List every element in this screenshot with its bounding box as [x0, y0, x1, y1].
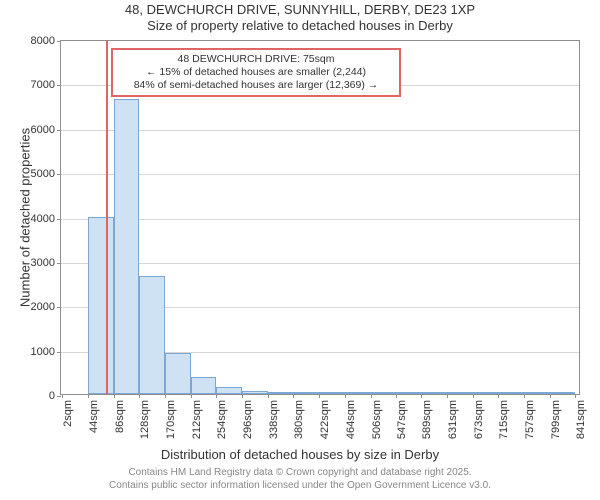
- x-tick-label: 506sqm: [371, 400, 383, 439]
- x-tick-mark: [139, 394, 140, 398]
- x-tick-label: 170sqm: [165, 400, 177, 439]
- x-axis-title: Distribution of detached houses by size …: [0, 447, 600, 462]
- histogram-bar: [345, 392, 371, 394]
- histogram-bar: [165, 353, 191, 394]
- annotation-line3: 84% of semi-detached houses are larger (…: [117, 79, 395, 92]
- footer-line1: Contains HM Land Registry data © Crown c…: [0, 467, 600, 480]
- x-tick-label: 212sqm: [191, 400, 203, 439]
- x-tick-mark: [293, 394, 294, 398]
- plot-area: 0100020003000400050006000700080002sqm44s…: [60, 40, 580, 395]
- x-tick-label: 380sqm: [293, 400, 305, 439]
- x-tick-label: 547sqm: [396, 400, 408, 439]
- y-tick-label: 2000: [31, 301, 55, 313]
- x-tick-label: 464sqm: [345, 400, 357, 439]
- y-tick-mark: [57, 307, 61, 308]
- x-tick-label: 841sqm: [575, 400, 587, 439]
- histogram-bar: [293, 392, 319, 394]
- x-tick-mark: [550, 394, 551, 398]
- histogram-bar: [421, 392, 447, 394]
- histogram-bar: [114, 99, 140, 394]
- histogram-bar: [524, 392, 550, 394]
- histogram-bar: [396, 392, 422, 394]
- x-tick-label: 631sqm: [447, 400, 459, 439]
- y-tick-mark: [57, 352, 61, 353]
- histogram-bar: [191, 377, 217, 394]
- x-tick-mark: [88, 394, 89, 398]
- x-tick-mark: [191, 394, 192, 398]
- histogram-bar: [88, 217, 114, 395]
- annotation-line1: 48 DEWCHURCH DRIVE: 75sqm: [117, 53, 395, 66]
- x-tick-label: 86sqm: [114, 400, 126, 433]
- x-tick-label: 44sqm: [88, 400, 100, 433]
- x-tick-mark: [268, 394, 269, 398]
- y-tick-mark: [57, 41, 61, 42]
- chart-title-line2: Size of property relative to detached ho…: [0, 18, 600, 33]
- x-tick-mark: [498, 394, 499, 398]
- x-tick-label: 422sqm: [319, 400, 331, 439]
- y-tick-label: 0: [49, 390, 55, 402]
- y-tick-label: 7000: [31, 79, 55, 91]
- x-tick-label: 254sqm: [216, 400, 228, 439]
- y-tick-label: 3000: [31, 257, 55, 269]
- y-tick-label: 8000: [31, 35, 55, 47]
- x-tick-mark: [421, 394, 422, 398]
- x-tick-mark: [114, 394, 115, 398]
- x-tick-label: 799sqm: [550, 400, 562, 439]
- annotation-box: 48 DEWCHURCH DRIVE: 75sqm← 15% of detach…: [111, 48, 401, 97]
- y-tick-mark: [57, 174, 61, 175]
- x-tick-mark: [396, 394, 397, 398]
- x-tick-mark: [524, 394, 525, 398]
- x-tick-mark: [371, 394, 372, 398]
- y-tick-label: 5000: [31, 168, 55, 180]
- chart-footer: Contains HM Land Registry data © Crown c…: [0, 467, 600, 492]
- y-tick-mark: [57, 219, 61, 220]
- x-tick-label: 715sqm: [498, 400, 510, 439]
- x-tick-mark: [242, 394, 243, 398]
- x-tick-mark: [575, 394, 576, 398]
- y-tick-label: 4000: [31, 213, 55, 225]
- x-tick-label: 296sqm: [242, 400, 254, 439]
- chart-title-line1: 48, DEWCHURCH DRIVE, SUNNYHILL, DERBY, D…: [0, 2, 600, 17]
- y-tick-mark: [57, 85, 61, 86]
- y-tick-mark: [57, 130, 61, 131]
- x-tick-label: 2sqm: [62, 400, 74, 427]
- histogram-bar: [550, 392, 576, 394]
- histogram-bar: [216, 387, 242, 394]
- x-tick-label: 338sqm: [268, 400, 280, 439]
- histogram-bar: [319, 392, 345, 394]
- x-tick-label: 589sqm: [421, 400, 433, 439]
- y-tick-label: 6000: [31, 124, 55, 136]
- x-tick-mark: [216, 394, 217, 398]
- annotation-line2: ← 15% of detached houses are smaller (2,…: [117, 66, 395, 79]
- chart-container: 48, DEWCHURCH DRIVE, SUNNYHILL, DERBY, D…: [0, 0, 600, 500]
- y-tick-label: 1000: [31, 346, 55, 358]
- histogram-bar: [498, 392, 524, 394]
- histogram-bar: [371, 392, 397, 394]
- x-tick-mark: [165, 394, 166, 398]
- x-tick-label: 128sqm: [139, 400, 151, 439]
- footer-line2: Contains public sector information licen…: [0, 480, 600, 493]
- histogram-bar: [268, 392, 294, 394]
- histogram-bar: [447, 392, 473, 394]
- x-tick-mark: [319, 394, 320, 398]
- histogram-bar: [139, 276, 165, 394]
- x-tick-mark: [62, 394, 63, 398]
- y-tick-mark: [57, 396, 61, 397]
- histogram-bar: [473, 392, 499, 394]
- histogram-bar: [242, 391, 268, 394]
- x-tick-mark: [473, 394, 474, 398]
- property-marker-line: [106, 41, 108, 394]
- x-tick-mark: [447, 394, 448, 398]
- y-tick-mark: [57, 263, 61, 264]
- x-tick-label: 757sqm: [524, 400, 536, 439]
- x-tick-label: 673sqm: [473, 400, 485, 439]
- x-tick-mark: [345, 394, 346, 398]
